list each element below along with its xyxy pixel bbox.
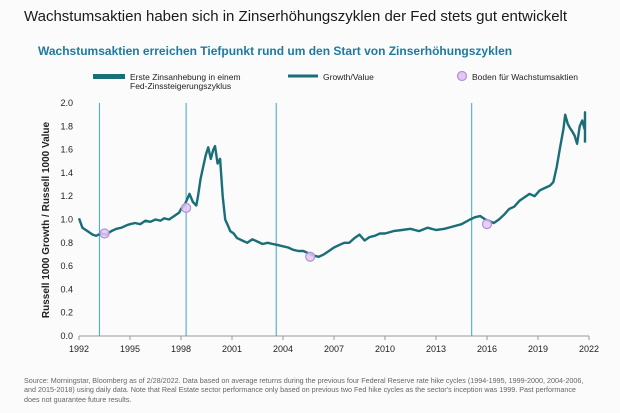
y-tick-label: 0.4 xyxy=(60,284,73,294)
growth-bottom-marker xyxy=(181,202,192,213)
x-tick-label: 2013 xyxy=(426,344,446,354)
growth-bottom-marker xyxy=(99,228,110,239)
chart-subtitle: Wachstumsaktien erreichen Tiefpunkt rund… xyxy=(38,44,513,58)
growth-value-line xyxy=(77,111,587,258)
x-tick-label: 2016 xyxy=(477,344,497,354)
legend: Erste Zinsanhebung in einem Fed-Zinssteig… xyxy=(93,70,578,91)
chart: Erste Zinsanhebung in einem Fed-Zinssteig… xyxy=(41,70,599,354)
x-tick-label: 1995 xyxy=(120,344,140,354)
page-title: Wachstumsaktien haben sich in Zinserhöhu… xyxy=(24,8,568,25)
legend-series-label: Growth/Value xyxy=(323,72,374,82)
y-tick-label: 1.6 xyxy=(60,145,73,155)
y-tick-label: 1.8 xyxy=(60,121,73,131)
legend-bottom-marker xyxy=(456,70,468,82)
y-tick-label: 0.6 xyxy=(60,261,73,271)
legend-hike-label-line: Fed-Zinssteigerungszyklus xyxy=(130,81,231,91)
growth-bottom-markers xyxy=(99,202,493,262)
x-tick-label: 2010 xyxy=(375,344,395,354)
y-axis-label: Russell 1000 Growth / Russell 1000 Value xyxy=(41,121,52,318)
x-tick-label: 2019 xyxy=(528,344,548,354)
x-tick-label: 2022 xyxy=(579,344,599,354)
legend-hike-label-line: Erste Zinsanhebung in einem xyxy=(130,72,241,82)
y-tick-label: 1.0 xyxy=(60,215,73,225)
y-tick-label: 0.8 xyxy=(60,238,73,248)
source-note: Source: Morningstar, Bloomberg as of 2/2… xyxy=(24,376,584,404)
growth-bottom-marker xyxy=(305,251,316,262)
y-tick-label: 1.4 xyxy=(60,168,73,178)
y-tick-label: 2.0 xyxy=(60,98,73,108)
growth-bottom-marker xyxy=(481,219,493,230)
x-tick-label: 1998 xyxy=(171,344,191,354)
legend-bottom-label: Boden für Wachstumsaktien xyxy=(472,72,578,82)
legend-hike-label: Erste Zinsanhebung in einem Fed-Zinssteig… xyxy=(130,72,241,91)
y-tick-label: 1.2 xyxy=(60,191,73,201)
x-tick-label: 2007 xyxy=(324,344,344,354)
x-tick-label: 2004 xyxy=(273,344,293,354)
legend-hike-swatch xyxy=(93,74,125,79)
y-tick-label: 0.0 xyxy=(60,331,73,341)
x-tick-label: 2001 xyxy=(222,344,242,354)
y-axis: 0.0 0.2 0.4 0.6 0.8 1.0 1.2 1.4 1.6 1.8 2.0 xyxy=(60,98,73,341)
y-tick-label: 0.2 xyxy=(60,308,73,318)
x-axis: 1992 1995 1998 2001 2004 2007 2010 2013 2016 2019… xyxy=(69,335,599,354)
x-tick-label: 1992 xyxy=(69,344,89,354)
